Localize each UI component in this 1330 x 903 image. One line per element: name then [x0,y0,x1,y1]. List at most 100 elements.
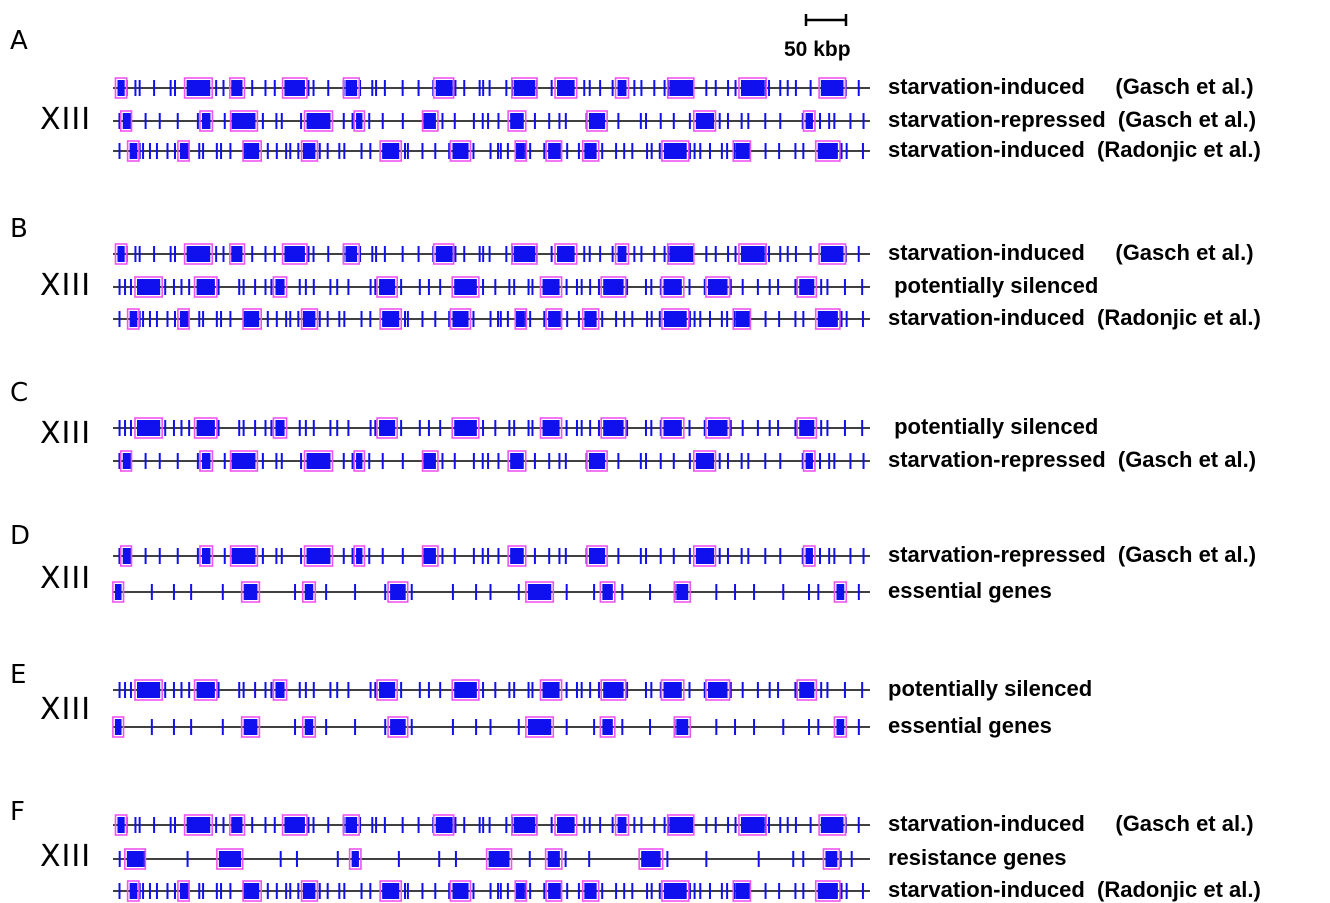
cluster-box [586,450,608,472]
gene-track [112,581,870,603]
cluster-box [449,140,472,162]
gene-cluster [584,311,597,327]
cluster-box [692,110,717,132]
cluster-box [379,880,403,902]
gene-cluster [129,311,137,327]
track-label: starvation-repressed (Gasch et al.) [888,447,1257,472]
gene-cluster [356,453,363,469]
cluster-box [614,77,630,99]
gene-cluster [836,719,845,735]
cluster-box [539,276,563,298]
gene-cluster [390,584,406,600]
cluster-box [581,140,600,162]
cluster-box [303,545,334,567]
gene-cluster [707,279,728,295]
gene-cluster [617,817,627,833]
gene-cluster [695,113,714,129]
gene-cluster [527,584,552,600]
cluster-box [600,679,627,701]
cluster-box [300,880,319,902]
gene-cluster [548,883,560,899]
cluster-box [379,308,403,330]
gene-cluster [382,143,400,159]
cluster-box [119,450,133,472]
cluster-box [379,140,403,162]
gene-cluster [663,279,682,295]
cluster-box [818,243,847,265]
cluster-box [114,77,128,99]
cluster-box [229,450,259,472]
cluster-box [451,679,480,701]
cluster-box [673,716,692,738]
cluster-box [525,716,555,738]
gene-cluster [617,246,627,262]
cluster-box [614,243,630,265]
track-label: starvation-repressed (Gasch et al.) [888,107,1257,132]
gene-cluster [603,420,624,436]
cluster-box [112,581,125,603]
cluster-box [738,243,768,265]
cluster-box [732,308,752,330]
scale-bar [804,14,848,26]
gene-cluster [740,246,765,262]
cluster-box [511,77,538,99]
gene-cluster [218,851,241,867]
cluster-box [814,880,841,902]
gene-cluster [669,817,692,833]
gene-track [113,77,870,99]
gene-cluster [179,311,188,327]
gene-cluster [799,682,815,698]
gene-cluster [356,113,363,129]
gene-track [113,417,870,439]
cluster-box [126,308,140,330]
gene-cluster [663,311,687,327]
gene-cluster [825,851,838,867]
gene-cluster [602,584,613,600]
gene-cluster [284,80,305,96]
panel-letter: C [10,378,29,408]
gene-cluster [817,311,838,327]
cluster-box [272,679,288,701]
track-label: potentially silenced [888,273,1099,298]
gene-cluster [669,80,692,96]
cluster-box [705,417,731,439]
gene-cluster [435,817,452,833]
gene-cluster [707,420,728,436]
cluster-box [300,308,319,330]
cluster-box [199,110,214,132]
chromosome-label: XIII [40,839,92,874]
gene-cluster [275,279,285,295]
cluster-box [124,848,147,870]
cluster-box [353,545,366,567]
cluster-box [673,581,692,603]
gene-track [113,545,870,567]
gene-cluster [390,719,406,735]
gene-cluster [306,548,331,564]
gene-cluster [424,453,436,469]
cluster-box [514,880,528,902]
gene-track [112,716,870,738]
cluster-box [485,848,513,870]
gene-cluster [435,80,452,96]
track-label: starvation-induced (Radonjic et al.) [888,137,1261,162]
gene-cluster [799,279,815,295]
cluster-box [581,880,600,902]
gene-cluster [245,883,260,899]
cluster-box [421,110,439,132]
gene-cluster [129,883,137,899]
track-label: starvation-induced (Gasch et al.) [888,74,1254,99]
gene-cluster [245,143,260,159]
cluster-box [638,848,664,870]
gene-cluster [275,682,285,698]
cluster-box [229,545,259,567]
cluster-box [177,308,190,330]
cluster-box [199,545,214,567]
cluster-box [833,716,848,738]
gene-cluster [663,682,682,698]
gene-cluster [513,80,536,96]
gene-cluster [602,719,613,735]
gene-track [113,140,870,162]
cluster-box [342,243,360,265]
cluster-box [661,308,690,330]
gene-cluster [424,548,436,564]
